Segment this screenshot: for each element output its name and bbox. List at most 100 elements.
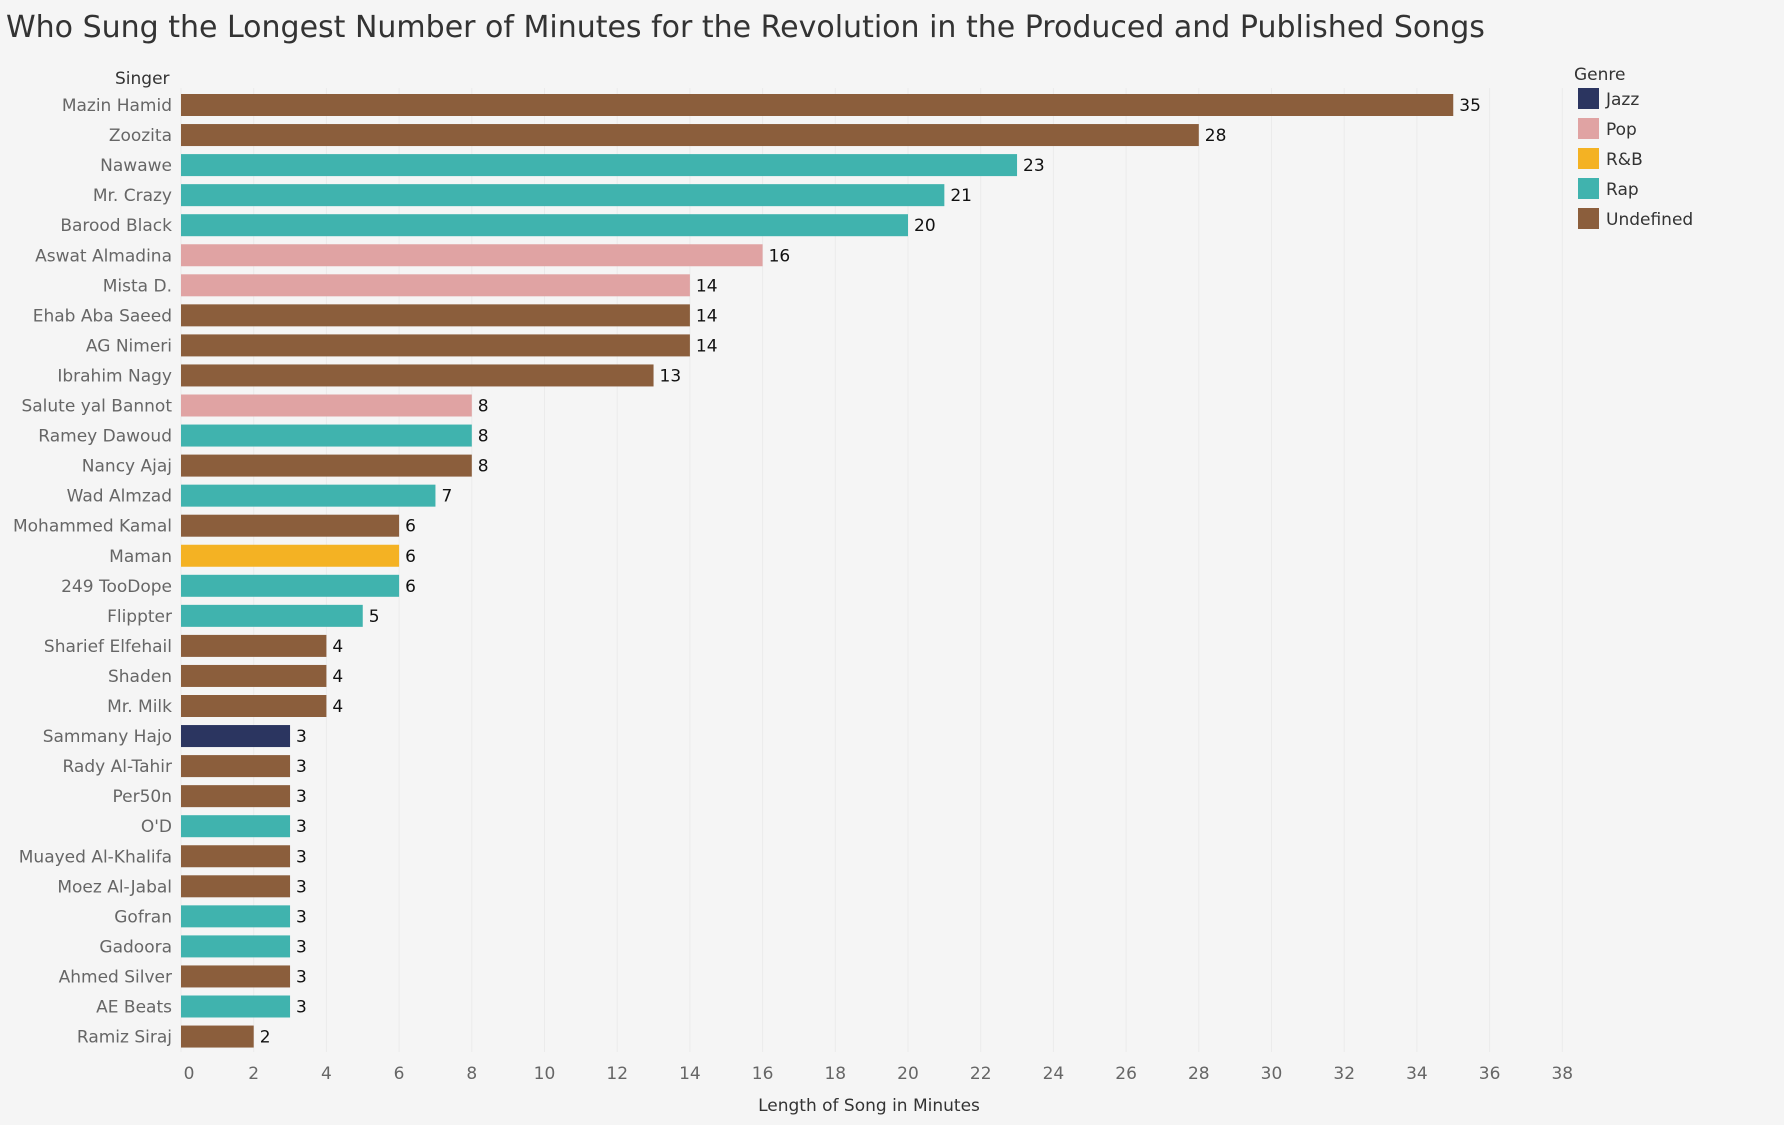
bar-value-label: 35 <box>1459 96 1481 116</box>
bar-value-label: 3 <box>296 757 307 777</box>
bar-value-label: 2 <box>260 1028 271 1048</box>
x-axis-title: Length of Song in Minutes <box>758 1096 980 1116</box>
legend: Genre Jazz Pop R&B Rap Undefined <box>1574 65 1693 230</box>
bar-value-label: 6 <box>405 577 416 597</box>
bar-value-label: 3 <box>296 817 307 837</box>
y-category-label: Zoozita <box>109 126 172 146</box>
bar-value-label: 8 <box>478 427 489 447</box>
bar-value-label: 14 <box>696 336 718 356</box>
x-tick-label: 4 <box>321 1064 332 1084</box>
bar-value-label: 5 <box>369 607 380 627</box>
y-category-label: O'D <box>141 817 172 837</box>
bar <box>181 544 400 567</box>
bar-value-label: 14 <box>696 306 718 326</box>
bar-value-label: 8 <box>478 397 489 417</box>
bar <box>181 905 291 928</box>
y-category-label: Nancy Ajaj <box>82 457 172 477</box>
bar <box>181 244 763 267</box>
legend-swatch <box>1578 118 1599 139</box>
bar-value-label: 3 <box>296 727 307 747</box>
bar <box>181 394 472 417</box>
bar-value-label: 7 <box>441 487 452 507</box>
y-category-label: Wad Almzad <box>67 487 172 507</box>
x-tick-label: 30 <box>1261 1064 1283 1084</box>
x-tick-label: 12 <box>606 1064 628 1084</box>
y-category-label: Mr. Milk <box>107 697 172 717</box>
bar <box>181 94 1454 116</box>
bar <box>181 875 291 898</box>
x-tick-label: 24 <box>1043 1064 1065 1084</box>
bar <box>181 154 1018 177</box>
x-tick-label: 34 <box>1406 1064 1428 1084</box>
bar <box>181 815 291 838</box>
bar <box>181 695 327 717</box>
y-category-label: Flippter <box>107 607 172 627</box>
bar <box>181 274 690 297</box>
bar-value-label: 3 <box>296 787 307 807</box>
y-category-label: Rady Al-Tahir <box>62 757 172 777</box>
bar <box>181 604 363 627</box>
bar-value-label: 3 <box>296 998 307 1018</box>
bar <box>181 725 291 748</box>
y-category-label: Per50n <box>113 787 173 807</box>
y-category-label: Ramey Dawoud <box>38 427 172 447</box>
bar <box>181 574 400 597</box>
y-category-label: Gadoora <box>99 937 172 957</box>
x-tick-label: 10 <box>534 1064 556 1084</box>
bar-value-label: 3 <box>296 847 307 867</box>
bar <box>181 664 327 687</box>
bar-value-label: 21 <box>950 186 972 206</box>
x-tick-label: 16 <box>752 1064 774 1084</box>
legend-label: Rap <box>1606 180 1639 200</box>
y-category-label: Salute yal Bannot <box>21 397 172 417</box>
legend-swatch <box>1578 178 1599 199</box>
x-tick-label: 6 <box>394 1064 405 1084</box>
y-category-label: AE Beats <box>96 998 172 1018</box>
bar <box>181 785 291 808</box>
bar-value-label: 3 <box>296 967 307 987</box>
x-tick-label: 2 <box>248 1064 259 1084</box>
legend-label: Undefined <box>1606 210 1693 230</box>
y-category-label: Aswat Almadina <box>35 246 172 266</box>
y-category-label: Ahmed Silver <box>59 967 172 987</box>
x-tick-label: 14 <box>679 1064 701 1084</box>
y-category-label: Maman <box>109 547 172 567</box>
x-tick-label: 36 <box>1479 1064 1501 1084</box>
bar <box>181 484 436 507</box>
y-category-label: Nawawe <box>100 156 172 176</box>
x-tick-label: 38 <box>1551 1064 1573 1084</box>
legend-swatch <box>1578 208 1599 229</box>
y-category-label: AG Nimeri <box>86 336 172 356</box>
bar-value-label: 8 <box>478 457 489 477</box>
y-category-label: Moez Al-Jabal <box>57 877 172 897</box>
bar-value-label: 3 <box>296 907 307 927</box>
y-category-label: Sharief Elfehail <box>44 637 172 657</box>
legend-swatch <box>1578 88 1599 109</box>
bar-value-label: 23 <box>1023 156 1045 176</box>
y-category-label: Shaden <box>108 667 172 687</box>
x-tick-label: 22 <box>970 1064 992 1084</box>
y-category-label: Muayed Al-Khalifa <box>19 847 172 867</box>
bar <box>181 514 400 537</box>
bar <box>181 304 690 327</box>
bar <box>181 334 690 357</box>
y-category-label: Mista D. <box>103 276 172 296</box>
legend-label: Jazz <box>1605 90 1639 110</box>
bar-value-label: 3 <box>296 937 307 957</box>
x-axis-ticks: 0 2 4 6 8 10 12 14 16 18 20 22 24 26 28 30 32 34 36 38 <box>184 1064 1574 1084</box>
bar-value-label: 16 <box>769 246 791 266</box>
bar-value-label: 4 <box>332 667 343 687</box>
bar <box>181 184 945 207</box>
y-category-label: Mohammed Kamal <box>13 517 172 537</box>
bar <box>181 124 1199 147</box>
bar-value-label: 6 <box>405 547 416 567</box>
bar-value-label: 4 <box>332 697 343 717</box>
bar <box>181 995 291 1018</box>
bar-value-label: 14 <box>696 276 718 296</box>
y-category-label: Sammany Hajo <box>43 727 172 747</box>
bar <box>181 755 291 778</box>
chart-title: Who Sung the Longest Number of Minutes f… <box>6 10 1485 45</box>
